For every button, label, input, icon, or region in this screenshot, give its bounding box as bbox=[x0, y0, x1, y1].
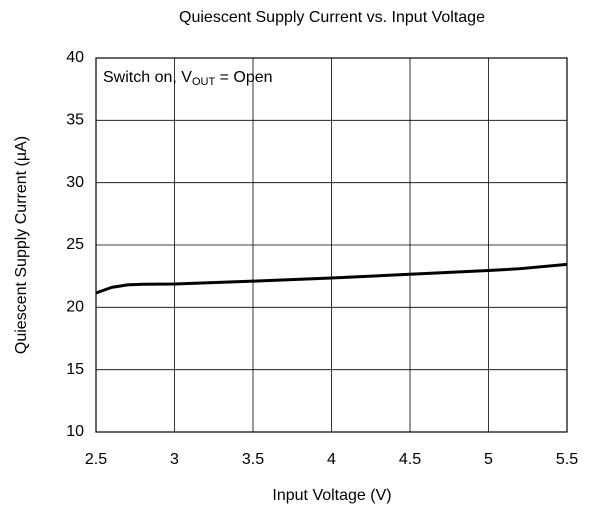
data-line bbox=[95, 262, 568, 295]
y-tick-label: 25 bbox=[66, 236, 84, 253]
plot-border bbox=[95, 57, 568, 433]
x-tick-label: 5.5 bbox=[556, 451, 578, 468]
y-tick-label: 15 bbox=[66, 361, 84, 378]
x-tick-label: 5 bbox=[484, 451, 493, 468]
y-tick-label: 35 bbox=[66, 112, 84, 129]
x-tick-label: 2.5 bbox=[85, 451, 107, 468]
x-tick-label: 4 bbox=[327, 451, 336, 468]
x-tick-label: 3.5 bbox=[242, 451, 264, 468]
chart-title: Quiescent Supply Current vs. Input Volta… bbox=[179, 9, 485, 26]
y-axis-label: Quiescent Supply Current (µA) bbox=[13, 136, 30, 354]
annotation-text: Switch on, V bbox=[103, 69, 192, 86]
annotation-sub: OUT bbox=[192, 76, 216, 88]
y-tick-label: 10 bbox=[66, 423, 84, 440]
x-tick-label: 4.5 bbox=[399, 451, 421, 468]
y-tick-label: 20 bbox=[66, 299, 84, 316]
annotation-rest: = Open bbox=[215, 69, 272, 86]
annotation: Switch on, VOUT = Open bbox=[103, 69, 273, 88]
y-tick-label: 40 bbox=[66, 49, 84, 66]
x-axis-label: Input Voltage (V) bbox=[272, 487, 391, 504]
y-tick-label: 30 bbox=[66, 174, 84, 191]
x-tick-label: 3 bbox=[170, 451, 179, 468]
